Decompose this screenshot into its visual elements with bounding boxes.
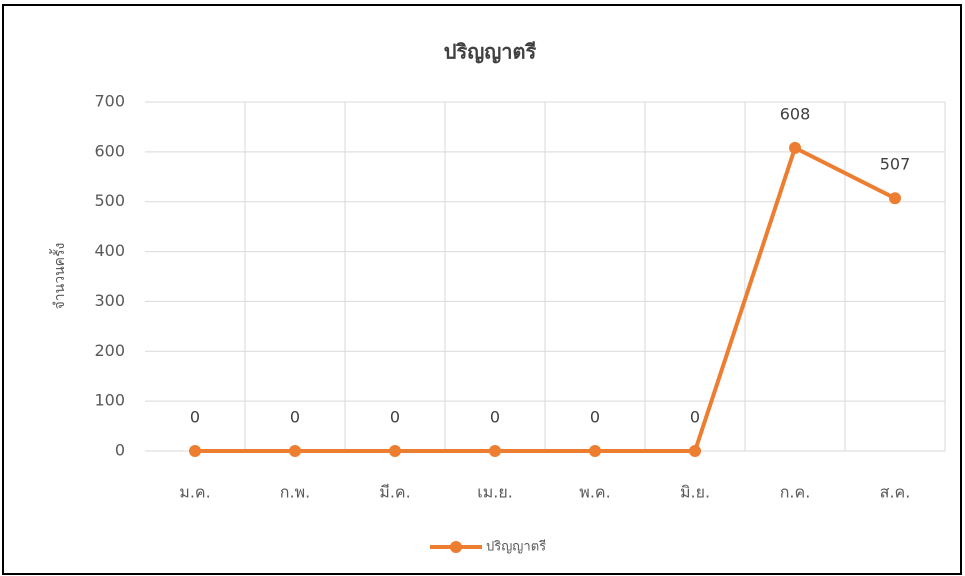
y-tick-label: 500: [94, 191, 125, 210]
point-marker: [389, 445, 401, 457]
point-marker: [189, 445, 201, 457]
point-marker: [489, 445, 501, 457]
y-tick-label: 700: [94, 92, 125, 111]
x-tick-label: มิ.ย.: [680, 483, 710, 502]
y-tick-label: 400: [94, 241, 125, 260]
x-tick-label: ส.ค.: [880, 483, 911, 502]
data-label: 0: [290, 408, 300, 427]
x-tick-label: เม.ย.: [477, 483, 513, 502]
data-label: 0: [490, 408, 500, 427]
y-tick-label: 300: [94, 291, 125, 310]
y-tick-label: 600: [94, 141, 125, 160]
x-tick-label: พ.ค.: [579, 483, 610, 502]
point-marker: [689, 445, 701, 457]
point-marker: [289, 445, 301, 457]
y-axis-label: จำนวนครั้ง: [49, 243, 68, 310]
legend-label: ปริญญาตรี: [486, 539, 546, 555]
data-label: 0: [390, 408, 400, 427]
chart-frame: [2, 4, 962, 575]
data-label: 608: [780, 104, 811, 123]
point-marker: [889, 192, 901, 205]
series-line: [195, 145, 896, 453]
x-tick-label: ม.ค.: [179, 483, 210, 502]
data-label: 0: [590, 408, 600, 427]
y-tick-label: 100: [94, 391, 125, 410]
point-marker: [789, 141, 801, 154]
y-tick-label: 0: [115, 441, 125, 460]
data-label: 0: [690, 408, 700, 427]
x-tick-label: ก.พ.: [280, 483, 310, 502]
y-tick-label: 200: [94, 341, 125, 360]
x-tick-label: ก.ค.: [780, 483, 811, 502]
point-marker: [589, 445, 601, 457]
x-tick-label: มี.ค.: [379, 483, 410, 502]
chart-title: ปริญญาตรี: [444, 40, 537, 64]
legend-marker: [450, 541, 462, 553]
data-label: 0: [190, 408, 200, 427]
data-label: 507: [880, 155, 911, 174]
